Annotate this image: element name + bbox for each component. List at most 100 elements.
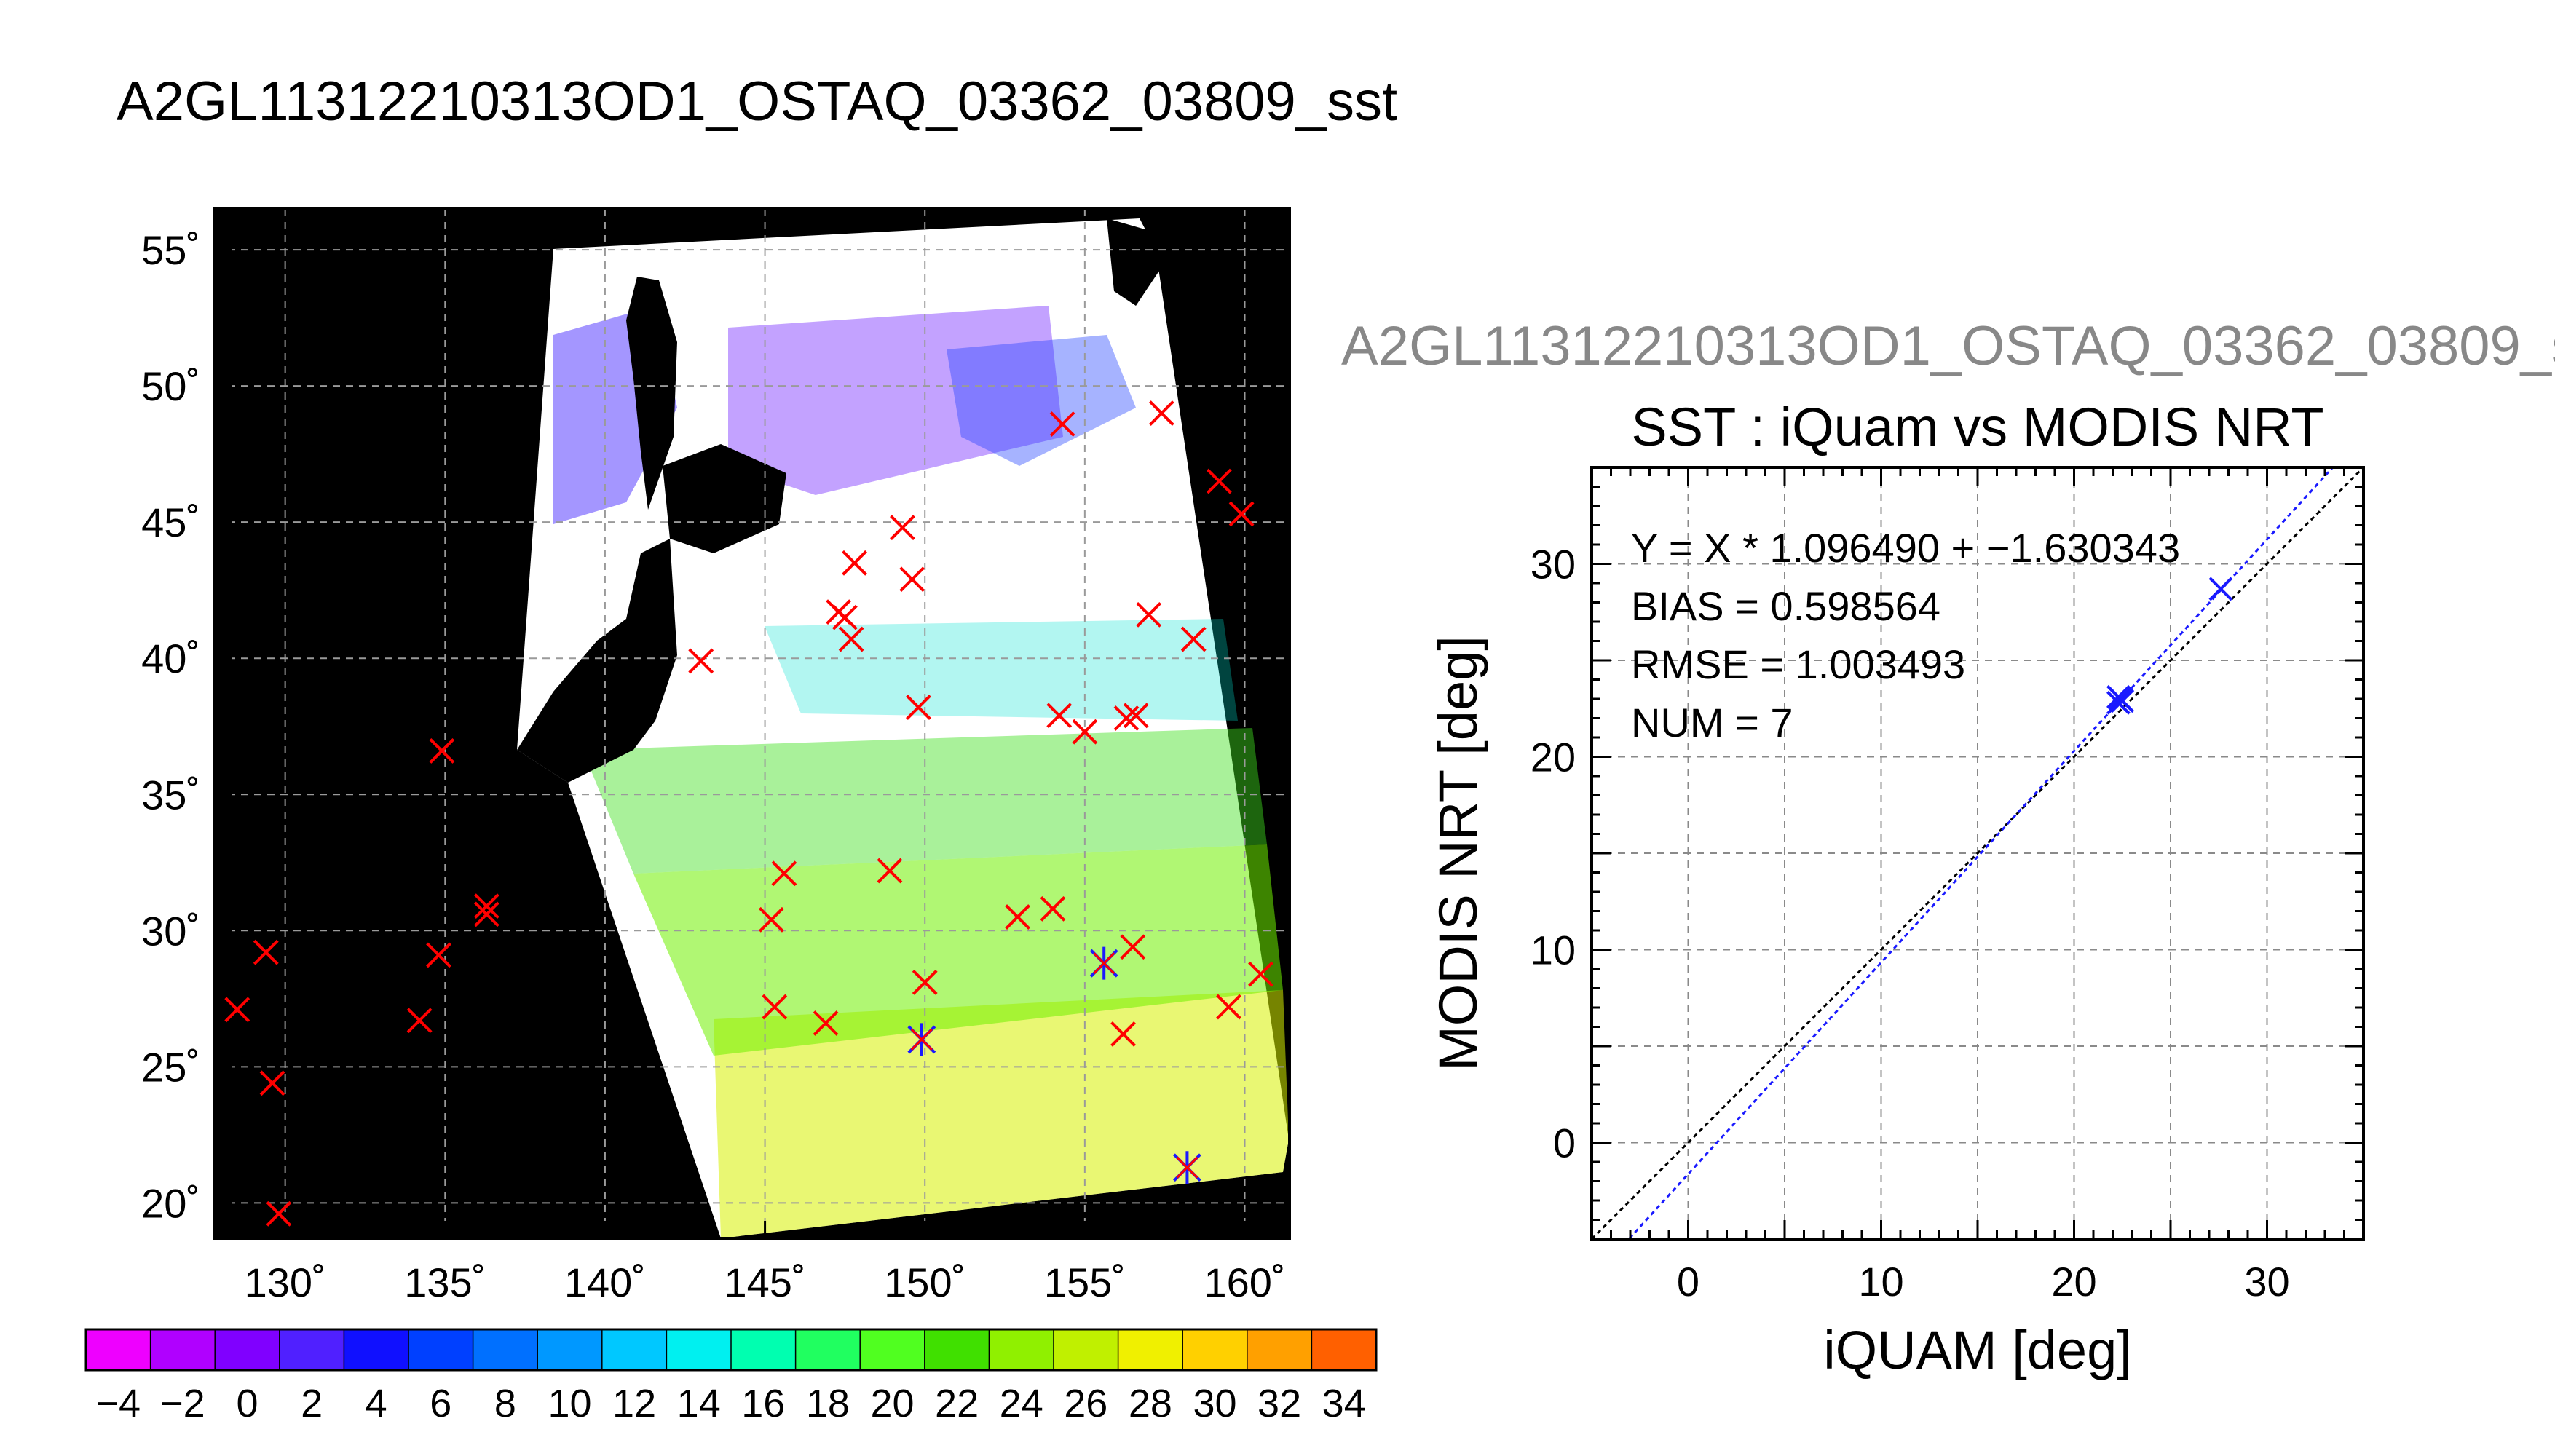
map-marker-red-x <box>1072 719 1098 745</box>
colorbar-bin <box>1118 1329 1183 1370</box>
map-marker-blue-star-overlay <box>1093 952 1115 975</box>
scatter-annotation-num: NUM = 7 <box>1631 700 1793 745</box>
map-marker-red-x-stroke-b <box>1113 705 1140 731</box>
map-marker-red-x-stroke-b <box>1248 961 1273 987</box>
map-grid <box>215 209 1290 1238</box>
map-marker-red-x-stroke-b <box>1180 626 1207 652</box>
scatter-lines <box>1592 467 2364 1239</box>
colorbar-bin <box>1054 1329 1119 1370</box>
map-marker-red-x-stroke-b <box>890 515 915 541</box>
scatter-points <box>2106 577 2233 715</box>
map-marker-red-x <box>1228 501 1255 527</box>
map-marker-red-x <box>259 1070 285 1096</box>
colorbar-tick-label: 24 <box>1000 1382 1043 1425</box>
scatter-fit-line <box>1627 467 2334 1239</box>
scatter-point-stroke-b <box>2106 684 2131 709</box>
colorbar: −4 −2 0 2 4 6 8 10 12 14 16 18 20 22 24 26 28 30 32 34 <box>84 1328 1378 1425</box>
map-marker-red-x <box>1005 904 1031 930</box>
map-marker-red-x-stroke-b <box>1040 895 1066 922</box>
scatter-tick-label-y: 0 <box>1553 1120 1576 1166</box>
scatter-tick-label-x: 0 <box>1677 1259 1699 1305</box>
colorbar-bin <box>666 1329 732 1370</box>
map-marker-red-x-stroke-b <box>906 695 931 720</box>
colorbar-bin <box>279 1329 344 1370</box>
colorbar-bin <box>1247 1329 1312 1370</box>
map-marker-blue-star-overlay <box>1176 1156 1198 1179</box>
map-marker-red-x-stroke-b <box>877 858 903 884</box>
map-tick-label-lon: 145˚ <box>724 1259 806 1305</box>
map-marker-red-x-stroke-b <box>224 997 250 1023</box>
map-marker-red-x <box>899 566 925 593</box>
map-marker-red-x <box>877 858 903 884</box>
map-ticks: 130˚ 135˚ 140˚ 145˚ 150˚ 155˚ 160˚ 20˚ 25˚ 30˚ 35˚… <box>141 227 1285 1305</box>
sst-band-cold-north <box>728 306 1063 495</box>
colorbar-bin <box>924 1329 990 1370</box>
land-hokkaido <box>663 444 786 553</box>
map-marker-red-x <box>253 939 279 965</box>
colorbar-bin <box>537 1329 603 1370</box>
map-marker-red-x <box>426 942 451 968</box>
map-tick-label-lat: 20˚ <box>141 1180 200 1226</box>
map-marker-blue-star-overlay <box>910 1028 933 1051</box>
map-marker-red-x <box>771 860 797 887</box>
map-marker-red-x-stroke-b <box>1123 703 1149 729</box>
map-marker-red-x <box>1113 705 1140 731</box>
map-marker-red-x <box>1040 895 1066 922</box>
map-marker-red-x-stroke-b <box>1228 501 1255 527</box>
colorbar-tick-label: 16 <box>741 1382 785 1425</box>
map-tick-label-lon: 150˚ <box>884 1259 965 1305</box>
scatter-annotation-bias: BIAS = 0.598564 <box>1631 583 1940 629</box>
map-marker-red-x-stroke-b <box>899 566 925 593</box>
scatter-tick-label-y: 20 <box>1531 735 1576 780</box>
scatter-header: A2GL11312210313OD1_OSTAQ_03362_03809_s <box>1341 315 2555 377</box>
map-marker-red-x <box>838 626 864 652</box>
map-marker-red-x <box>1216 994 1241 1020</box>
map-marker-red-x-stroke-b <box>813 1010 839 1036</box>
colorbar-bin <box>1182 1329 1248 1370</box>
colorbar-tick-label: 26 <box>1064 1382 1107 1425</box>
colorbar-tick-label: 14 <box>677 1382 721 1425</box>
map-marker-red-x <box>762 994 788 1020</box>
map-tick-label-lon: 135˚ <box>404 1259 486 1305</box>
map-tick-label-lat: 40˚ <box>141 636 200 681</box>
colorbar-bin <box>215 1329 280 1370</box>
colorbar-tick-label: 12 <box>612 1382 656 1425</box>
map-marker-red-x <box>406 1008 433 1034</box>
map-tick-label-lat: 25˚ <box>141 1044 200 1090</box>
scatter-annotation-rmse: RMSE = 1.003493 <box>1631 641 1965 687</box>
colorbar-tick-label: 28 <box>1129 1382 1172 1425</box>
map-marker-red-x-stroke-b <box>1216 994 1241 1020</box>
map-marker-red-x <box>1046 703 1073 729</box>
scatter-title: SST : iQuam vs MODIS NRT <box>1631 397 2323 457</box>
scatter-point <box>2208 577 2233 601</box>
colorbar-tick-label: 22 <box>935 1382 979 1425</box>
colorbar-tick-label: 8 <box>494 1382 516 1425</box>
map-marker-red-x <box>473 893 499 919</box>
map-tick-label-lon: 140˚ <box>564 1259 646 1305</box>
map-marker-red-x <box>1206 468 1232 494</box>
scatter-ylabel: MODIS NRT [deg] <box>1428 636 1488 1071</box>
colorbar-bin <box>86 1329 151 1370</box>
map-marker-red-x <box>473 901 499 927</box>
scatter-xlabel: iQUAM [deg] <box>1823 1320 2132 1380</box>
map-tick-label-lon: 160˚ <box>1204 1259 1285 1305</box>
colorbar-bin <box>601 1329 667 1370</box>
map-marker-red-x-stroke-b <box>912 969 938 995</box>
scatter-tick-label-x: 30 <box>2244 1259 2289 1305</box>
map-tick-label-lat: 35˚ <box>141 772 200 818</box>
colorbar-tick-label: 20 <box>870 1382 914 1425</box>
map-marker-red-x-stroke-b <box>838 626 864 652</box>
sst-band-kuroshio <box>765 619 1238 721</box>
map-marker-red-x-stroke-b <box>1046 703 1073 729</box>
sst-band-subtropical <box>633 844 1283 1056</box>
colorbar-tick-label: 34 <box>1322 1382 1366 1425</box>
map-marker-red-x <box>1123 703 1149 729</box>
colorbar-frame <box>84 1328 1378 1372</box>
map-marker-red-x-stroke-b <box>259 1070 285 1096</box>
map-marker-red-x-stroke-b <box>429 737 455 764</box>
colorbar-tick-label: 4 <box>366 1382 387 1425</box>
map-marker-red-x <box>890 515 915 541</box>
map-marker-red-x-stroke-b <box>253 939 279 965</box>
